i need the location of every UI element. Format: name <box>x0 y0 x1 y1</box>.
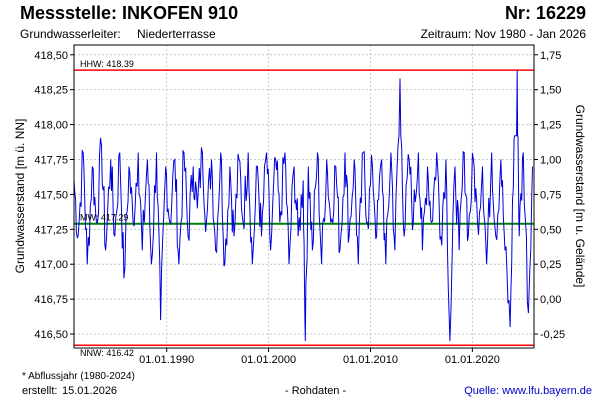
y-tick-label: 417,75 <box>34 154 68 166</box>
raw-data-note: - Rohdaten - <box>285 385 347 397</box>
created-date: 15.01.2026 <box>62 385 118 397</box>
grid-lines <box>74 45 534 348</box>
y-tick-label-right: 0,75 <box>540 189 561 201</box>
reference-label-mw: MW: 417.29 <box>80 213 128 223</box>
y-axis-right: -0,25 0,00 0,25 0,50 0,75 1,00 1,25 1,50 1,75 <box>534 50 565 341</box>
y-tick-label-right: -0,25 <box>540 329 565 341</box>
y-tick-label-right: 1,75 <box>540 50 561 62</box>
y-tick-label: 417,00 <box>34 259 68 271</box>
y-tick-label-right: 0,50 <box>540 224 561 236</box>
y-tick-label: 416,50 <box>34 329 68 341</box>
y-axis-title-left: Grundwasserstand [m ü. NN] <box>13 119 27 274</box>
series-line-groundwater-level <box>73 70 533 342</box>
plot-frame <box>73 44 535 349</box>
aquifer-value: Niederterrasse <box>137 27 216 41</box>
y-tick-label: 417,50 <box>34 189 68 201</box>
y-axis-title-right: Grundwasserstand [m u. Gelände] <box>573 105 587 288</box>
y-tick-label-right: 1,50 <box>540 85 561 97</box>
y-tick-label: 418,25 <box>34 85 68 97</box>
station-number: Nr: 16229 <box>504 3 586 23</box>
y-tick-label-right: 1,25 <box>540 120 561 132</box>
chart-title: Messstelle: INKOFEN 910 <box>20 3 239 23</box>
x-axis: 01.01.1990 01.01.2000 01.01.2010 01.01.2020 <box>139 348 500 366</box>
y-tick-label: 418,50 <box>34 50 68 62</box>
reference-label-nnw: NNW: 416.42 <box>80 348 134 358</box>
footnote: * Abflussjahr (1980-2024) <box>22 371 135 382</box>
reference-lines <box>74 69 534 346</box>
y-tick-label: 418,00 <box>34 120 68 132</box>
y-tick-label-right: 0,25 <box>540 259 561 271</box>
created-label: erstellt: <box>22 385 58 397</box>
y-tick-label-right: 0,00 <box>540 294 561 306</box>
reference-labels: HHW: 418.39 MW: 417.29 NNW: 416.42 <box>80 59 134 358</box>
aquifer-label: Grundwasserleiter: <box>20 27 121 41</box>
period-label: Zeitraum: Nov 1980 - Jan 2026 <box>420 27 586 41</box>
x-tick-label: 01.01.2010 <box>343 354 398 366</box>
reference-label-hhw: HHW: 418.39 <box>80 59 134 69</box>
x-tick-label: 01.01.2020 <box>445 354 500 366</box>
y-tick-label: 417,25 <box>34 224 68 236</box>
source-link[interactable]: Quelle: www.lfu.bayern.de <box>464 385 592 397</box>
y-tick-label: 416,75 <box>34 294 68 306</box>
x-tick-label: 01.01.2000 <box>241 354 296 366</box>
x-tick-label: 01.01.1990 <box>139 354 194 366</box>
y-axis-left: 416,50 416,75 417,00 417,25 417,50 417,75 418,… <box>34 50 74 341</box>
y-tick-label-right: 1,00 <box>540 154 561 166</box>
